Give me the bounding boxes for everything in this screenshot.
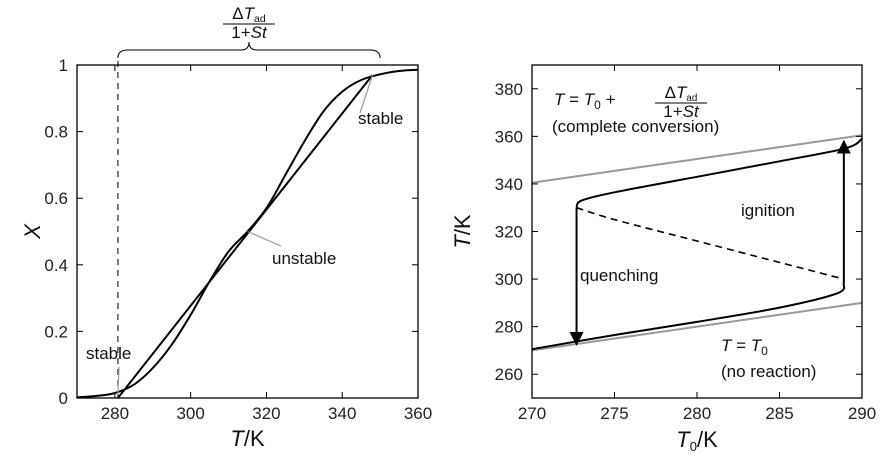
left-xtick-label: 340 bbox=[328, 404, 356, 423]
annotation-complete-conversion: (complete conversion) bbox=[552, 117, 719, 136]
annotation-unstable: unstable bbox=[272, 249, 336, 268]
y-label-slash: / bbox=[450, 228, 475, 235]
series-complete-conversion-line bbox=[531, 134, 863, 184]
den-prefix: 1+ bbox=[231, 23, 250, 42]
x-label-variable: T bbox=[676, 427, 691, 452]
annotation-stable-top: stable bbox=[358, 109, 403, 128]
subscript: ad bbox=[686, 93, 697, 104]
right-xtick-label: 290 bbox=[848, 404, 876, 423]
left-ytick-label: 0.8 bbox=[44, 123, 68, 142]
eq-var: T bbox=[584, 90, 596, 109]
left-ytick-label: 0 bbox=[59, 389, 68, 408]
right-ytick-label: 360 bbox=[495, 127, 523, 146]
x-label-subscript: 0 bbox=[690, 439, 697, 454]
right-x-axis-label: T0/K bbox=[676, 427, 718, 454]
x-label-unit: K bbox=[250, 426, 265, 451]
series-lower-stable-branch bbox=[531, 283, 846, 351]
brace-bracket bbox=[117, 41, 381, 59]
right-xtick-label: 270 bbox=[518, 404, 546, 423]
y-label-unit: K bbox=[450, 214, 475, 229]
delta-symbol: Δ bbox=[232, 4, 243, 23]
delta-symbol: Δ bbox=[665, 83, 676, 102]
right-xtick-label: 275 bbox=[600, 404, 628, 423]
eq-var: T bbox=[751, 336, 763, 355]
den-prefix: 1+ bbox=[663, 102, 682, 121]
right-ytick-label: 260 bbox=[495, 365, 523, 384]
x-label-slash: / bbox=[244, 426, 251, 451]
right-ytick-label: 340 bbox=[495, 175, 523, 194]
left-ytick-label: 0.6 bbox=[44, 189, 68, 208]
right-xtick-label: 280 bbox=[683, 404, 711, 423]
right-ytick-label: 280 bbox=[495, 318, 523, 337]
eq-sub: 0 bbox=[594, 98, 601, 112]
left-xtick-label: 320 bbox=[252, 404, 280, 423]
y-label-variable: X bbox=[20, 223, 45, 240]
x-label-variable: T bbox=[230, 426, 245, 451]
den-variable: St bbox=[251, 23, 268, 42]
annotation-no-reaction: (no reaction) bbox=[721, 362, 816, 381]
right-ytick-label: 300 bbox=[495, 270, 523, 289]
den-variable: St bbox=[683, 102, 700, 121]
eq-sub: 0 bbox=[761, 344, 768, 358]
y-label-variable: T bbox=[450, 234, 475, 249]
x-label-slash: / bbox=[697, 427, 704, 452]
left-xtick-label: 280 bbox=[101, 404, 129, 423]
left-x-axis-label: T/K bbox=[230, 426, 265, 451]
leader-stable-bottom bbox=[117, 366, 120, 395]
right-y-axis-label: T/K bbox=[450, 214, 475, 249]
right-xtick-label: 285 bbox=[765, 404, 793, 423]
leader-stable-top bbox=[359, 74, 374, 114]
series-unstable-branch bbox=[576, 206, 845, 280]
series-upper-stable-branch bbox=[575, 137, 863, 209]
left-ytick-label: 0.4 bbox=[44, 256, 68, 275]
eq-lhs: T bbox=[721, 336, 733, 355]
left-plot-frame bbox=[76, 64, 419, 399]
left-ytick-label: 1 bbox=[59, 56, 68, 75]
right-ytick-label: 380 bbox=[495, 80, 523, 99]
variable: T bbox=[676, 83, 688, 102]
leader-unstable bbox=[247, 230, 282, 247]
x-label-unit: K bbox=[703, 427, 718, 452]
brace-label-numerator: ΔTad bbox=[232, 4, 266, 25]
left-ytick-label: 0.2 bbox=[44, 322, 68, 341]
eq-equals: = bbox=[564, 90, 583, 109]
brace-label-denominator: 1+St bbox=[231, 23, 268, 42]
left-xtick-label: 300 bbox=[176, 404, 204, 423]
left-xtick-label: 360 bbox=[404, 404, 432, 423]
annotation-stable-bottom: stable bbox=[86, 344, 131, 363]
complete-fraction-numerator: ΔTad bbox=[665, 83, 698, 104]
subscript: ad bbox=[254, 13, 266, 25]
right-ytick-label: 320 bbox=[495, 223, 523, 242]
eq-lhs: T bbox=[554, 90, 566, 109]
eq-plus: + bbox=[601, 90, 616, 109]
complete-fraction-denominator: 1+St bbox=[663, 102, 700, 121]
annotation-quenching: quenching bbox=[580, 266, 658, 285]
eq-equals: = bbox=[731, 336, 750, 355]
annotation-no-reaction-equation: T = T0 bbox=[721, 336, 768, 358]
left-y-axis-label: X bbox=[20, 223, 45, 240]
annotation-complete-equation: T = T0 + bbox=[554, 90, 616, 112]
series-no-reaction-line bbox=[531, 301, 863, 352]
variable: T bbox=[244, 4, 256, 23]
series-heat-removal-line bbox=[117, 74, 374, 399]
annotation-ignition: ignition bbox=[741, 201, 795, 220]
